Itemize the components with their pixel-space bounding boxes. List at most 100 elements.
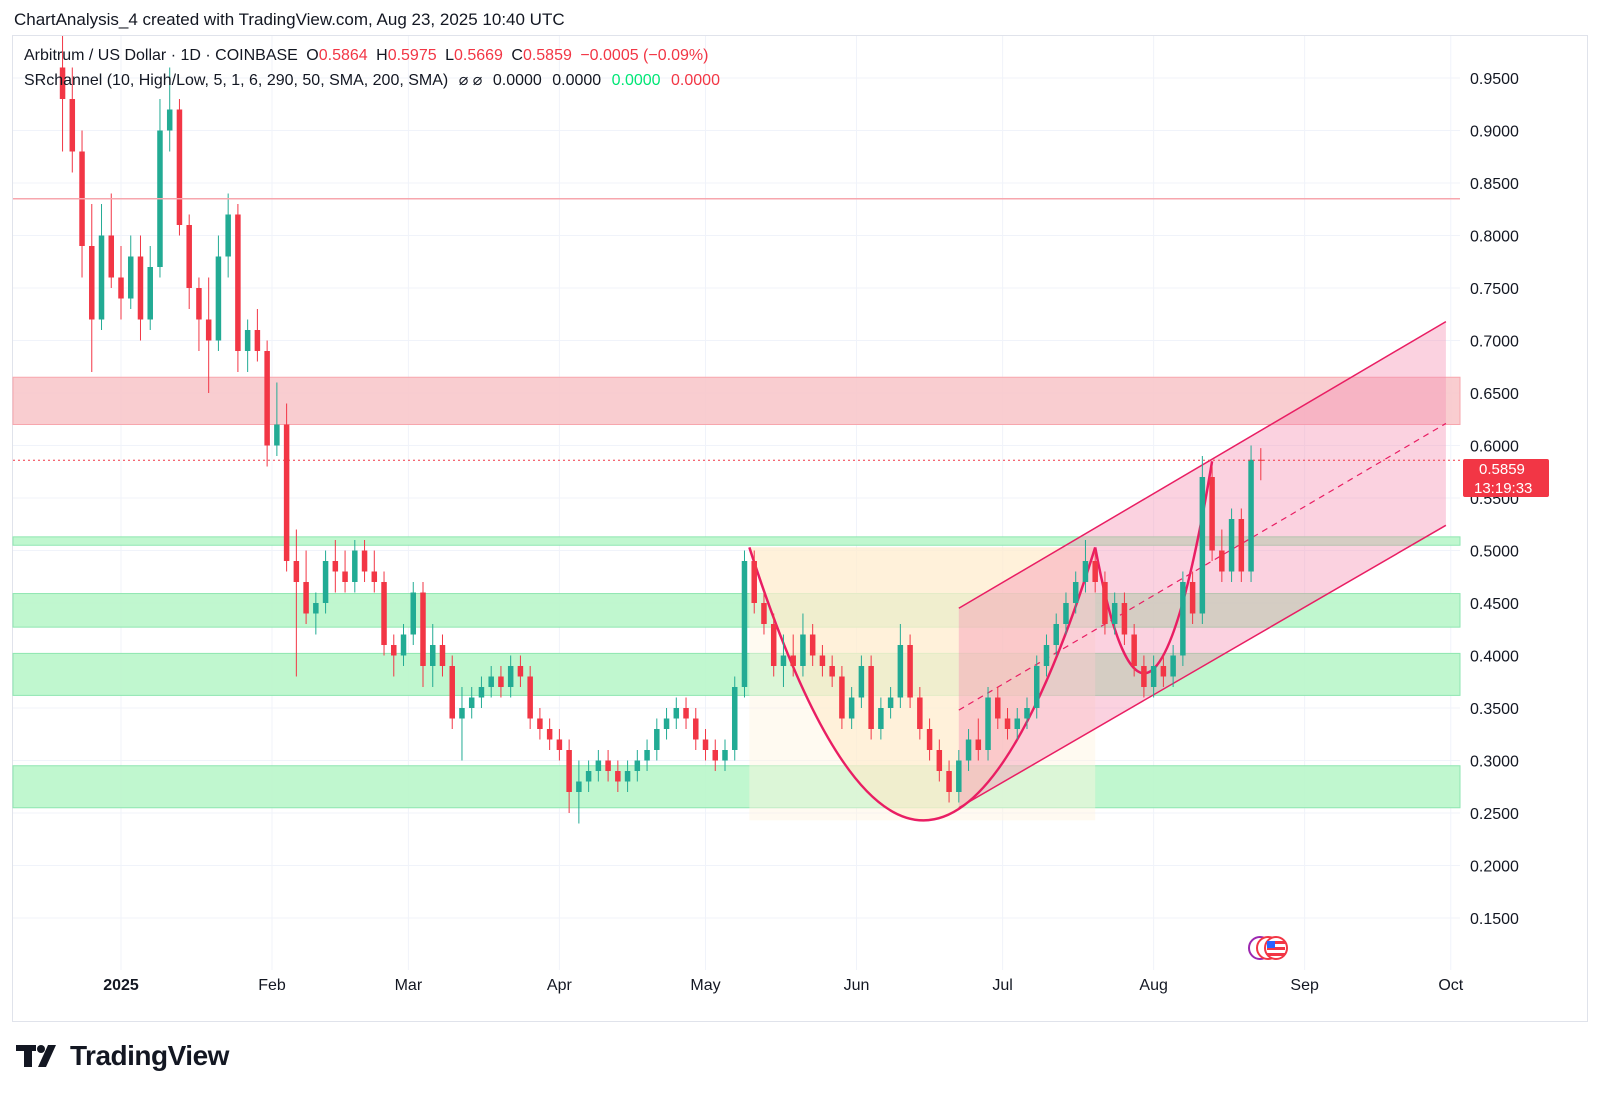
candle [917,687,923,740]
candle [1160,655,1167,687]
candle-body [108,235,115,278]
time-tick-label: Oct [1438,977,1463,994]
candle-body [654,729,660,750]
candle [1131,624,1137,677]
candle [517,655,524,687]
candle-body [332,561,339,572]
candle-body [1014,718,1021,729]
candle [780,634,787,687]
symbol-legend[interactable]: Arbitrum / US Dollar · 1D · COINBASE O0.… [24,47,708,65]
candle [722,739,728,771]
candle-body [391,645,397,656]
candle [59,36,66,152]
candle [478,676,485,708]
candle [449,655,455,729]
candle [546,718,553,750]
candle-body [839,676,845,719]
tradingview-logo[interactable]: TradingView [16,1040,229,1072]
price-tick-label: 0.7000 [1470,334,1519,351]
candle [244,319,251,372]
candle-body [1102,582,1108,624]
candle [566,739,572,813]
candle-body [205,319,212,341]
candle-body [615,771,621,782]
candle [848,687,855,729]
candle [98,204,105,330]
candle-body [420,592,426,666]
candle [731,676,738,761]
candle-body [673,708,680,719]
candle [186,214,192,309]
price-tick-label: 0.8000 [1470,229,1519,246]
candle [887,687,894,719]
support-zone [12,593,1461,628]
candle-body [995,697,1001,719]
candle [585,760,592,792]
candle [89,204,95,372]
indicator-value-1: 0.0000 [492,72,542,89]
candle [313,592,319,635]
candle [108,193,115,288]
candle-body [829,666,835,677]
candle-body [537,718,543,729]
candle-body [147,267,153,320]
candle [1238,508,1245,582]
price-axis: 0.1500 0.2000 0.2500 0.3000 0.3500 0.4000 0.45… [1470,71,1519,928]
candle-body [1004,718,1011,729]
candle [1063,592,1069,635]
time-tick-label: Jun [844,977,870,994]
close-label: C [511,47,523,64]
candle [712,739,719,771]
candle [488,666,494,698]
candle-body [946,771,952,792]
price-tick-label: 0.9500 [1470,71,1519,88]
candle [605,750,611,782]
indicator-visibility-icons[interactable]: ⌀ ⌀ [458,72,483,89]
candle [615,760,621,792]
candle-body [381,582,387,645]
candle-body [1053,624,1059,645]
candle [147,246,153,330]
candle-body [215,256,222,341]
candle [1082,540,1089,593]
candle [235,204,241,372]
candle-body [790,655,796,666]
candle [264,340,270,467]
time-tick-label: Sep [1290,977,1319,994]
candle [1170,645,1176,687]
candle-body [322,561,329,603]
candle [556,729,563,761]
candle [1180,571,1186,666]
candle [1072,571,1079,614]
candle-body [741,561,748,687]
indicator-legend[interactable]: SRchannel (10, High/Low, 5, 1, 6, 290, 5… [24,70,720,90]
candle-body [663,718,670,729]
candle-body [819,655,826,666]
candle-body [585,771,592,782]
chart-attribution: ChartAnalysis_4 created with TradingView… [14,10,565,29]
candle [761,592,767,635]
candle-body [1150,666,1157,687]
candle-body [965,739,972,761]
candle [322,550,329,614]
candle [819,645,826,677]
candles [59,36,1264,824]
candle [800,613,806,677]
candle-body [566,750,572,792]
candle [254,309,261,362]
candle [663,708,670,740]
candle [809,624,816,666]
time-tick-label: Apr [547,977,573,994]
candle-body [488,676,494,687]
candle [995,687,1001,729]
candle [225,193,231,278]
candle [878,697,884,740]
candle [332,540,339,593]
candle-body [624,771,631,782]
candle [897,624,904,708]
candle [352,540,358,593]
candle [956,750,962,803]
candle-body [546,729,553,740]
candle [1102,571,1108,635]
